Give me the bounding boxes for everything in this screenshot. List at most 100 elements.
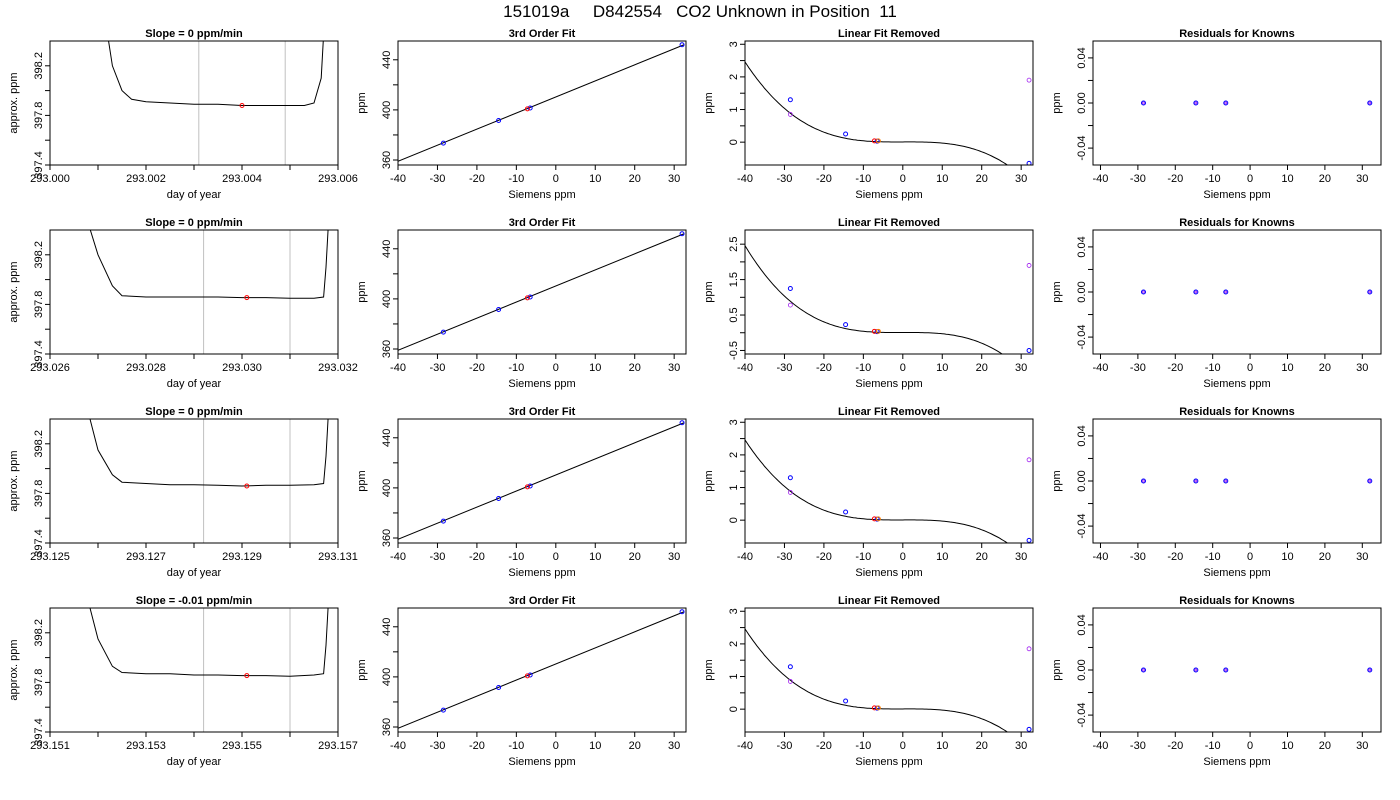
x-tick-label: 20 [1319,740,1331,752]
x-tick-label: 293.151 [30,740,70,752]
figure-title: 151019a D842554 CO2 Unknown in Position … [503,2,897,21]
y-axis-label: ppm [1051,470,1063,491]
y-tick-label: 2 [728,452,740,458]
y-tick-label: 397.4 [33,151,45,179]
x-tick-label: 293.153 [126,740,166,752]
x-tick-label: 0 [553,362,559,374]
raw-point [1026,646,1032,652]
chart-panel-11: Linear Fit Removed -40 -30 -20 -10 0 10 20 30 0 1 2… [703,406,1034,579]
y-tick-label: 360 [381,151,393,169]
chart-panel-14: 3rd Order Fit -40 -30 -20 -10 0 10 20 30 360 400 44… [356,595,687,768]
x-tick-label: 0 [1247,740,1253,752]
panel-title: Linear Fit Removed [838,595,940,607]
y-tick-label: 360 [381,340,393,358]
plot-frame [744,40,1034,166]
x-tick-label: 30 [1015,362,1027,374]
known-point [440,329,446,335]
x-tick-label: 0 [900,173,906,185]
unknown-point-alt [875,328,881,334]
panel-title: 3rd Order Fit [509,217,576,229]
y-tick-label: 1 [728,106,740,112]
known-point [527,294,533,300]
raw-point [787,679,793,684]
x-tick-label: -30 [429,740,445,752]
plot-area [89,230,329,354]
x-tick-label: -40 [1093,173,1109,185]
x-tick-label: -30 [776,551,792,563]
cubic-fit-curve [745,439,1009,543]
chart-panel-12: Residuals for Knowns -40 -30 -20 -10 0 10 20 30 -… [1051,406,1382,579]
x-tick-label: 10 [1281,173,1293,185]
x-tick-label: -40 [737,740,753,752]
x-tick-label: 10 [936,740,948,752]
residual-point [1193,100,1199,106]
fit-line [398,611,685,729]
x-tick-label: -30 [429,551,445,563]
y-tick-label: 397.8 [33,480,45,508]
raw-point [1026,77,1032,83]
panel-title: Residuals for Knowns [1179,406,1295,418]
y-tick-label: 398.2 [33,619,45,647]
y-tick-label: 0.00 [1076,659,1088,680]
y-tick-label: 398.2 [33,430,45,458]
y-tick-label: -0.04 [1076,514,1088,539]
y-tick-label: 0.00 [1076,92,1088,113]
x-axis-label: Siemens ppm [855,567,922,579]
y-tick-label: 398.2 [33,52,45,80]
known-point [787,664,793,670]
y-axis-label: ppm [703,281,715,302]
y-tick-label: 3 [728,608,740,614]
x-tick-label: -10 [855,551,871,563]
x-axis-label: day of year [167,756,222,768]
y-tick-label: -0.5 [728,341,740,360]
y-tick-label: 1 [728,484,740,490]
plot-area [398,420,685,540]
known-point [496,496,502,502]
x-tick-label: 293.129 [222,551,262,563]
x-tick-label: -30 [776,173,792,185]
x-tick-label: 10 [1281,551,1293,563]
x-tick-label: 293.006 [318,173,358,185]
x-tick-label: -40 [1093,740,1109,752]
chart-panel-3: Linear Fit Removed -40 -30 -20 -10 0 10 20 30 0 1 2… [703,28,1034,201]
unknown-point [871,138,877,144]
x-tick-label: 30 [1356,740,1368,752]
panel-title: Slope = 0 ppm/min [145,28,243,40]
residual-point [1140,289,1146,295]
panel-title: Linear Fit Removed [838,406,940,418]
panel-title: Slope = -0.01 ppm/min [136,595,253,607]
known-point [787,285,793,291]
x-tick-label: 0 [553,740,559,752]
unknown-point-alt [875,705,881,711]
x-tick-label: -40 [390,362,406,374]
y-axis-label: ppm [356,470,368,491]
residual-point-inner [1224,101,1228,105]
x-axis-label: Siemens ppm [855,189,922,201]
x-tick-label: 20 [976,551,988,563]
raw-point [1026,457,1032,463]
residual-point-inner [1224,290,1228,294]
y-tick-label: 397.4 [33,340,45,368]
y-axis-label: ppm [703,470,715,491]
plot-area [1140,100,1373,106]
known-point [496,307,502,313]
x-tick-label: -40 [1093,362,1109,374]
known-point [1026,347,1032,353]
y-tick-label: -0.04 [1076,136,1088,161]
x-tick-label: 30 [1015,173,1027,185]
x-tick-label: -40 [737,551,753,563]
y-axis-label: ppm [1051,281,1063,302]
x-tick-label: 20 [629,740,641,752]
plot-frame [397,418,687,544]
y-tick-label: 397.8 [33,102,45,130]
plot-frame [1092,40,1382,166]
x-tick-label: 293.002 [126,173,166,185]
x-tick-label: 20 [629,173,641,185]
unknown-point-alt [875,516,881,522]
x-tick-label: -40 [390,740,406,752]
x-tick-label: 10 [936,173,948,185]
mean-point [244,483,250,489]
x-tick-label: 30 [668,740,680,752]
unknown-point [871,516,877,522]
x-tick-label: 20 [976,362,988,374]
